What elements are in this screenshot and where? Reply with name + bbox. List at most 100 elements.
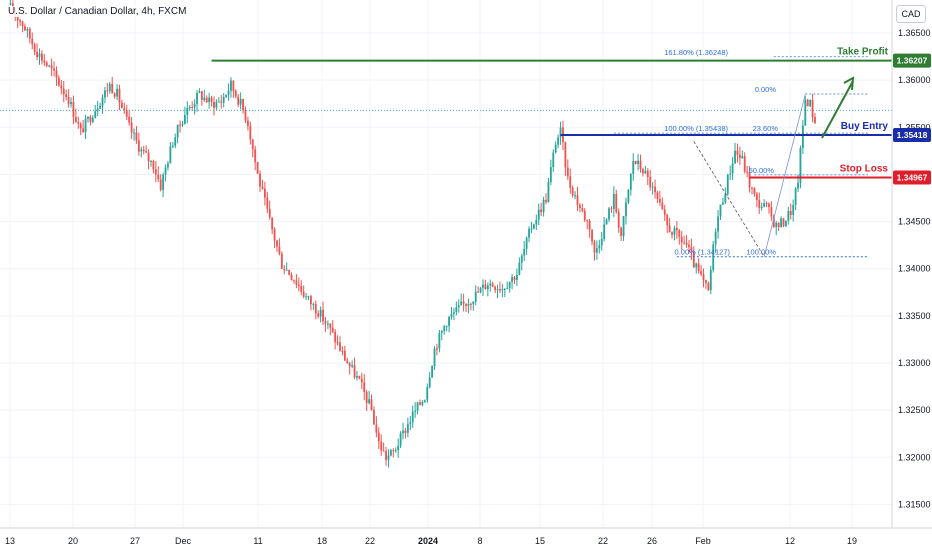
candle-body — [751, 187, 753, 189]
candle-body — [84, 118, 87, 133]
candle-body — [661, 202, 664, 210]
candle-body — [549, 167, 552, 183]
candle-body — [617, 212, 620, 228]
candle-body — [457, 305, 460, 308]
candle-body — [62, 88, 65, 95]
candle-body — [183, 114, 186, 124]
candle-body — [690, 246, 693, 253]
fib-level-label: 161.80% (1.36248) — [664, 48, 728, 57]
candle-body — [520, 255, 523, 263]
candle-body — [198, 91, 201, 93]
time-axis[interactable]: 13 20 27 Dec 11 18 22 2024 8 15 22 26 Feb 12 19 — [0, 527, 932, 546]
candle-body — [244, 110, 247, 121]
candle-body — [678, 230, 681, 237]
candle-body — [707, 282, 710, 291]
candle-body — [263, 188, 266, 198]
price-tick-label: 1.36000 — [898, 75, 931, 85]
currency-button[interactable]: CAD — [896, 5, 926, 23]
candle-body — [557, 137, 560, 145]
price-axis[interactable]: 1.365001.360001.355001.350001.345001.340… — [891, 0, 931, 528]
candle-body — [254, 149, 257, 163]
candle-body — [423, 400, 426, 402]
candle-body — [53, 68, 55, 71]
candle-body — [128, 116, 131, 123]
candle-body — [792, 204, 795, 215]
candle-body — [213, 101, 215, 108]
candle-body — [729, 173, 732, 175]
candle-body — [41, 53, 43, 61]
candle-body — [622, 216, 625, 237]
candle-body — [227, 90, 230, 95]
candle-body — [462, 301, 465, 304]
candle-body — [125, 110, 128, 117]
candle-body — [99, 105, 102, 109]
fib-anchor-line — [763, 94, 806, 257]
candle-body — [632, 160, 635, 174]
candle-body — [256, 162, 259, 174]
candle-body — [532, 224, 535, 229]
candle-body — [768, 203, 770, 207]
candle-body — [118, 88, 121, 103]
candle-body — [60, 85, 63, 89]
time-tick-label: Dec — [175, 536, 192, 546]
candle-body — [261, 186, 264, 189]
candle-body — [167, 163, 169, 168]
candle-body — [72, 101, 75, 118]
candle-body — [50, 65, 53, 69]
candle-body — [181, 123, 184, 126]
candle-body — [814, 117, 816, 124]
candle-body — [9, 3, 12, 5]
candle-body — [246, 120, 249, 127]
candle-body — [191, 107, 194, 109]
candle-body — [770, 206, 773, 217]
candle-body — [300, 286, 303, 292]
candle-body — [169, 146, 172, 164]
candle-body — [394, 450, 397, 452]
time-tick-label: 11 — [253, 536, 262, 546]
candle-body — [649, 176, 652, 188]
candle-body — [760, 206, 763, 208]
candle-body — [574, 195, 577, 197]
candle-body — [205, 97, 208, 103]
candle-body — [666, 214, 669, 226]
candle-body — [680, 236, 683, 243]
candle-body — [620, 227, 623, 237]
candle-body — [89, 116, 92, 122]
candle-body — [668, 225, 671, 233]
candle-body — [285, 269, 288, 271]
candle-body — [654, 186, 656, 193]
candle-body — [440, 330, 443, 333]
candle-body — [302, 291, 305, 297]
candle-body — [663, 209, 666, 215]
candle-body — [222, 97, 225, 103]
candle-body — [278, 246, 281, 254]
candle-body — [135, 132, 138, 141]
price-tick-label: 1.36500 — [898, 28, 931, 38]
candle-body — [506, 288, 509, 290]
candle-body — [24, 26, 26, 31]
time-tick-label: 27 — [130, 536, 140, 546]
candle-body — [239, 98, 242, 105]
candle-body — [159, 179, 162, 190]
candle-body — [220, 101, 223, 103]
price-tick-label: 1.34000 — [898, 264, 931, 274]
candle-body — [147, 152, 150, 162]
price-tag — [893, 128, 931, 143]
candle-body — [566, 167, 569, 177]
candle-body — [176, 124, 179, 138]
candle-body — [171, 145, 174, 147]
candle-body — [353, 365, 356, 378]
candle-body — [414, 410, 417, 412]
candle-body — [397, 445, 400, 451]
candle-body — [705, 279, 707, 283]
candle-body — [31, 38, 34, 45]
candle-body — [91, 117, 94, 122]
candle-body — [782, 218, 785, 227]
arrow-head-icon — [843, 76, 855, 91]
candle-body — [310, 296, 312, 305]
time-tick-label: 18 — [317, 536, 327, 546]
candle-body — [360, 378, 363, 383]
candle-body — [431, 366, 434, 378]
candle-body — [685, 242, 688, 245]
